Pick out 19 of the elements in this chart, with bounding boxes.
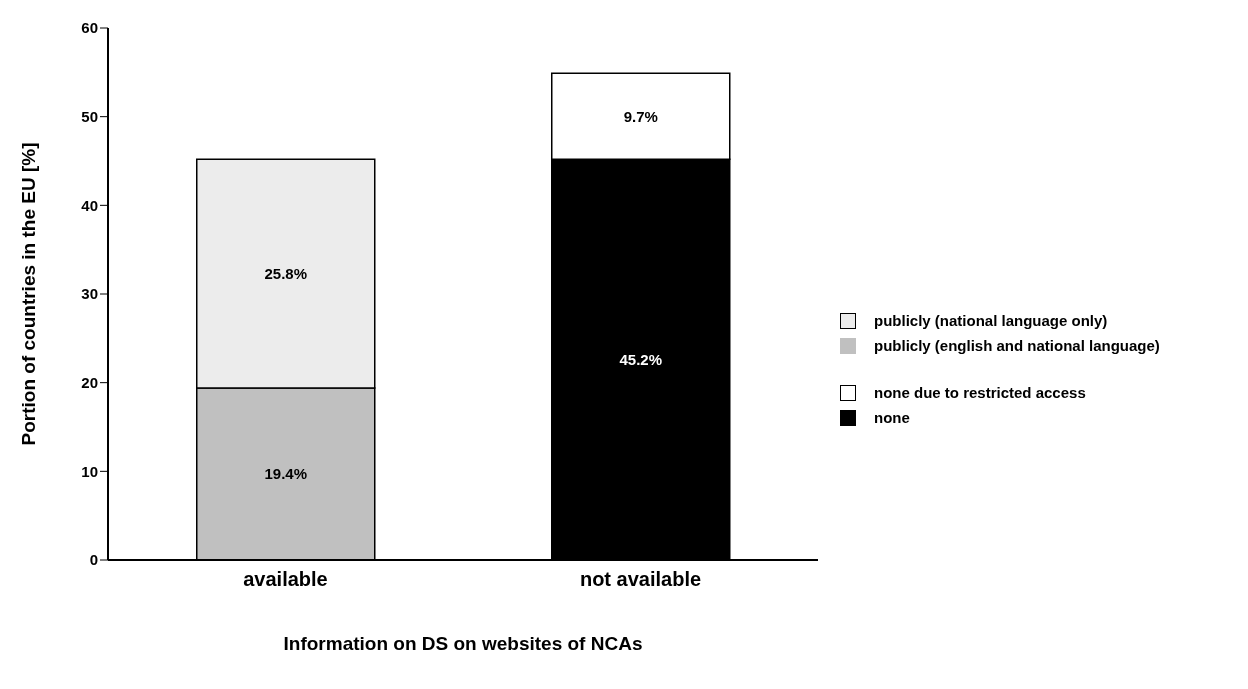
data-label: 45.2% (619, 351, 663, 369)
legend-label: none (874, 409, 910, 426)
y-tick-label: 50 (81, 107, 98, 125)
y-tick-label: 0 (89, 551, 98, 569)
y-tick-label: 10 (81, 462, 98, 480)
x-axis-title: Information on DS on websites of NCAs (283, 633, 643, 654)
data-label: 25.8% (264, 265, 308, 283)
y-tick-label: 30 (81, 285, 98, 303)
data-label: 9.7% (623, 107, 658, 125)
y-axis-title: Portion of countries in the EU [%] (17, 142, 39, 446)
legend-label: none due to restricted access (874, 384, 1086, 401)
data-label: 19.4% (264, 465, 308, 483)
y-tick-label: 60 (81, 19, 98, 37)
y-tick-label: 40 (81, 196, 98, 214)
x-tick-label: available (243, 568, 328, 591)
legend-label: publicly (national language only) (874, 312, 1108, 329)
legend-label: publicly (english and national language) (874, 337, 1160, 354)
y-tick-label: 20 (81, 373, 98, 391)
x-tick-label: not available (579, 568, 702, 591)
